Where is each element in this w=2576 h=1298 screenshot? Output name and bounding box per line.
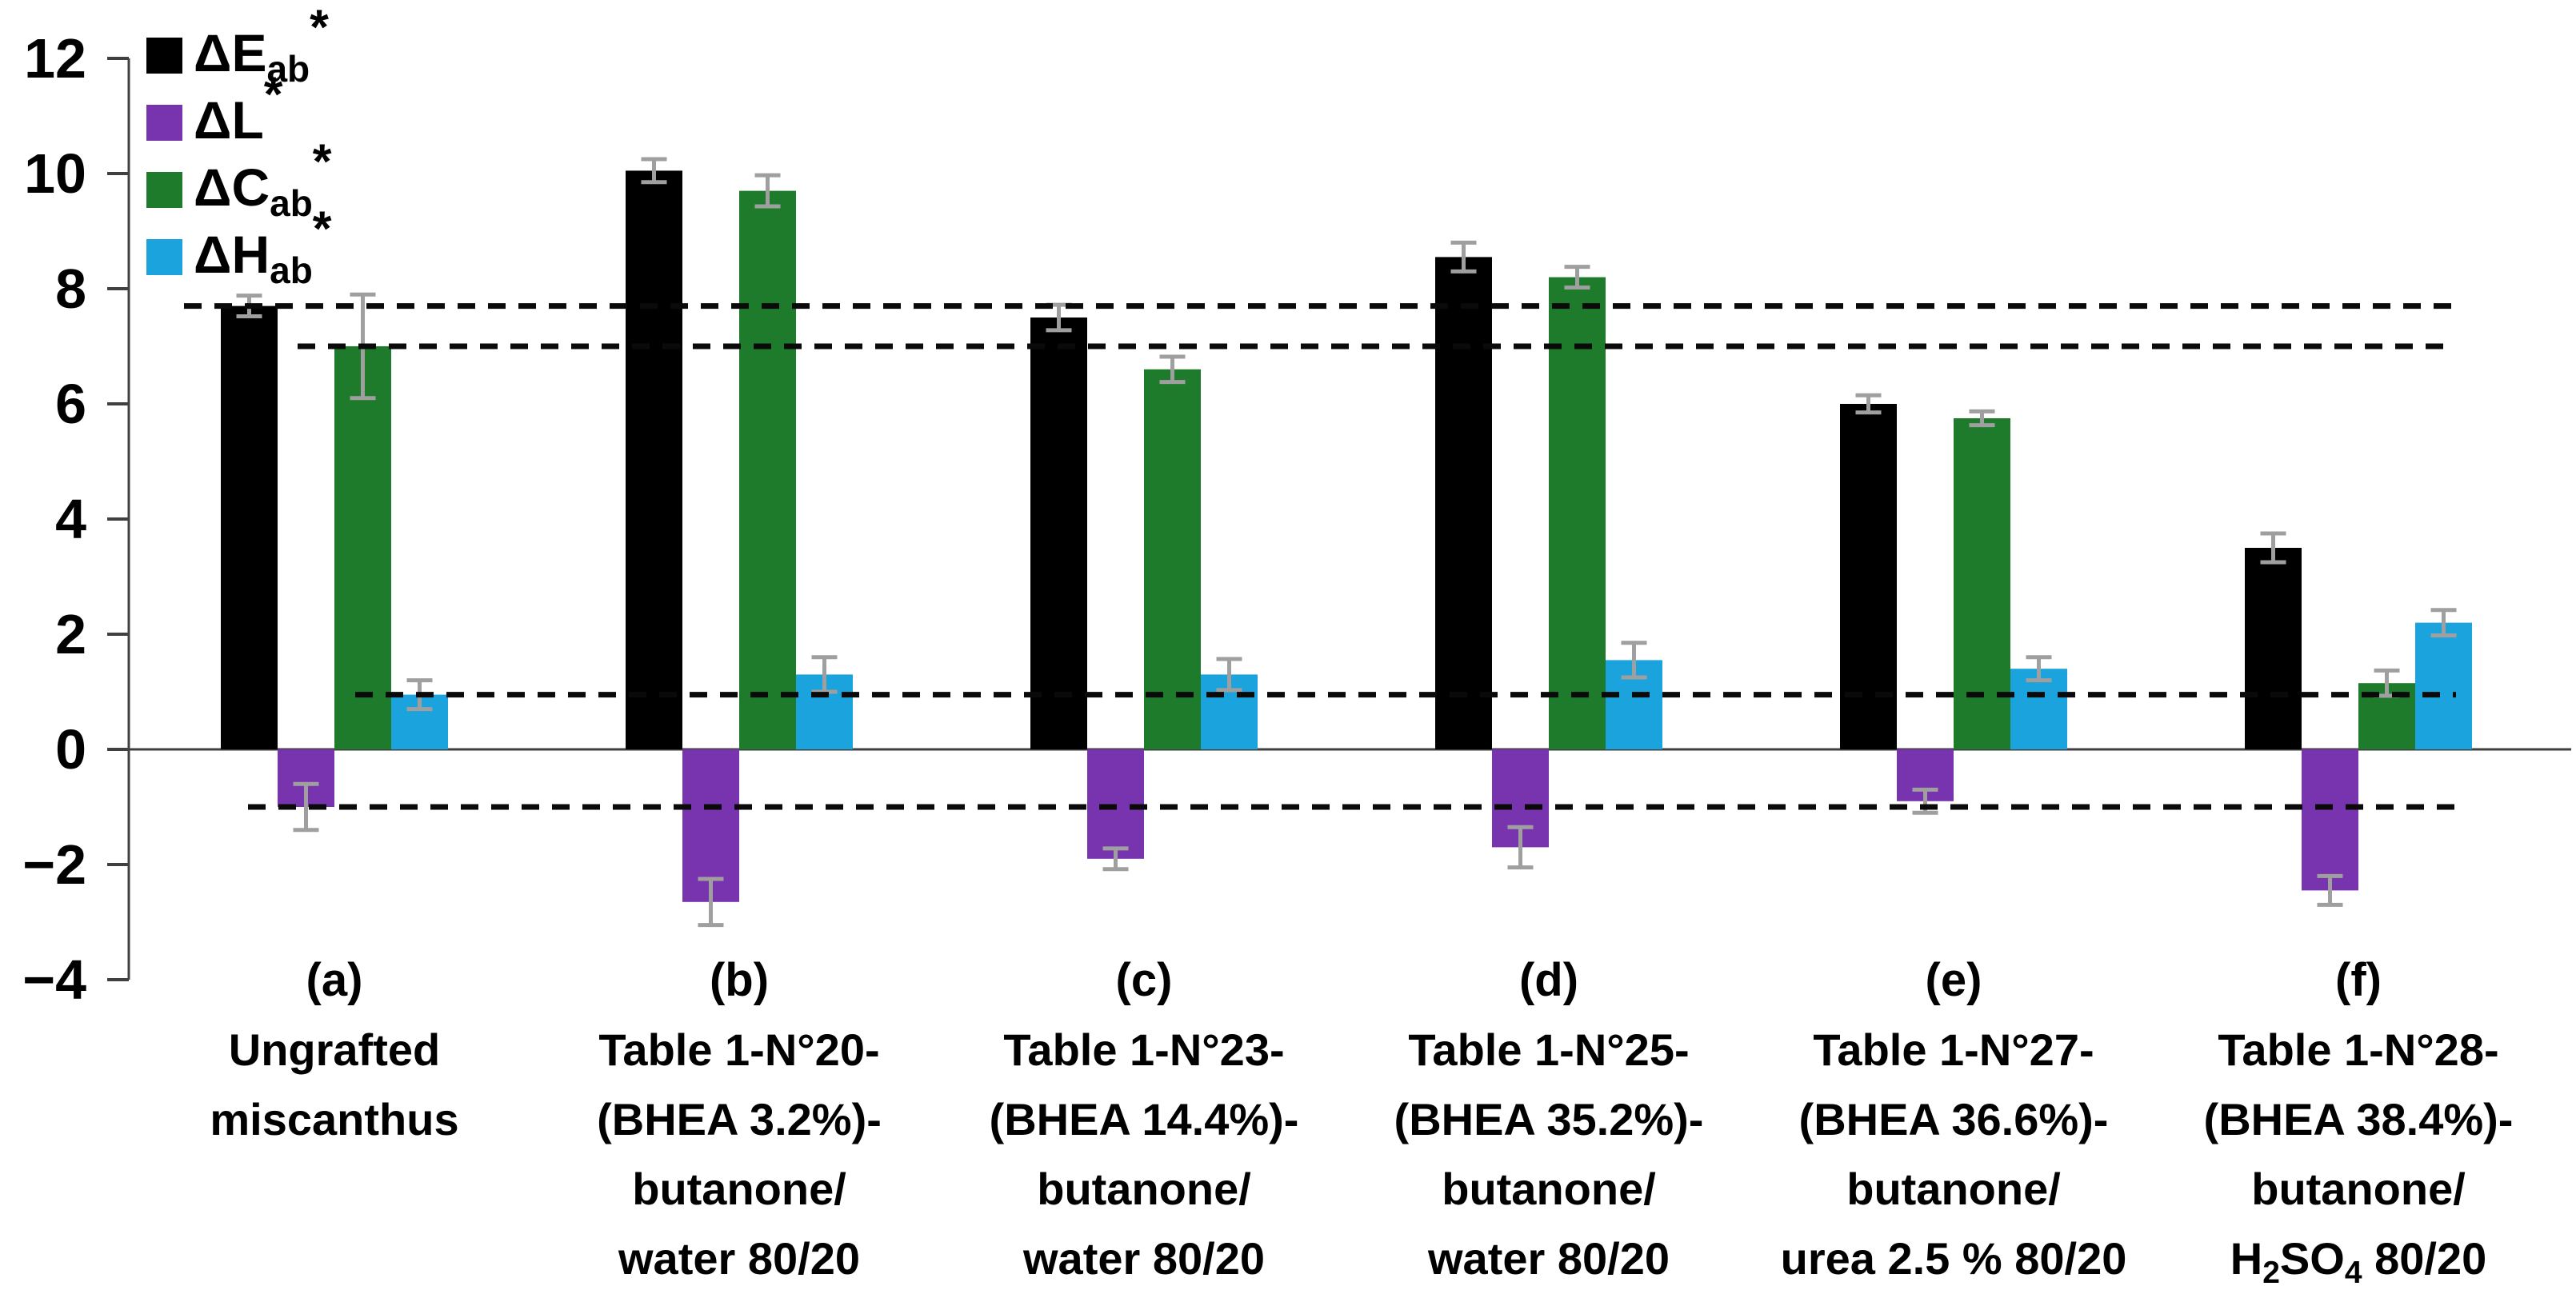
legend-label-delta-l: ΔL* <box>194 67 283 150</box>
x-label-line: (BHEA 36.6%)- <box>1799 1094 2109 1144</box>
x-label-letter: (a) <box>306 954 363 1006</box>
y-tick-label: −2 <box>22 833 86 896</box>
bar-delta-e-ab-f <box>2245 548 2302 749</box>
x-label-line: butanone/ <box>632 1164 846 1214</box>
x-label-line: butanone/ <box>1442 1164 1656 1214</box>
error-bar-delta-l-d <box>1507 825 1534 870</box>
y-tick-label: 2 <box>55 603 86 665</box>
bar-delta-e-ab-d <box>1435 257 1492 749</box>
y-tick-label: 0 <box>55 718 86 781</box>
x-label-line: (BHEA 38.4%)- <box>2204 1094 2514 1144</box>
bar-delta-e-ab-a <box>221 306 278 750</box>
error-bar-delta-c-ab-d <box>1564 265 1590 290</box>
x-label-line: (BHEA 3.2%)- <box>597 1094 882 1144</box>
x-label-letter: (c) <box>1116 954 1173 1006</box>
x-label-f: (f) Table 1-N°28- (BHEA 38.4%)- butanone/H2… <box>2204 954 2514 1290</box>
x-label-line: Table 1-N°20- <box>598 1024 879 1075</box>
error-bar-delta-e-ab-f <box>2260 531 2286 565</box>
x-label-line: Table 1-N°28- <box>2218 1024 2498 1075</box>
error-bar-delta-l-b <box>698 877 724 928</box>
error-bar-delta-l-a <box>293 781 319 833</box>
bar-delta-h-ab-f <box>2415 622 2472 749</box>
x-label-line: H2SO4 80/20 <box>2230 1233 2486 1290</box>
bar-delta-c-ab-a <box>334 346 391 749</box>
legend-swatch-delta-l <box>146 105 182 141</box>
x-label-line: water 80/20 <box>618 1233 860 1284</box>
legend-label-delta-h-ab: ΔHab* <box>194 202 332 292</box>
error-bar-delta-h-ab-c <box>1216 657 1242 693</box>
x-label-letter: (f) <box>2335 954 2382 1006</box>
y-tick-label: 10 <box>24 142 86 205</box>
legend-swatch-delta-e-ab <box>146 38 182 74</box>
x-label-line: Table 1-N°27- <box>1813 1024 2094 1075</box>
bar-delta-e-ab-e <box>1840 404 1897 749</box>
x-label-letter: (e) <box>1926 954 1982 1006</box>
x-label-line: miscanthus <box>210 1094 458 1144</box>
bar-delta-e-ab-c <box>1030 318 1087 749</box>
error-bar-delta-e-ab-d <box>1450 240 1477 274</box>
legend-label-delta-e-ab: ΔEab* <box>194 0 329 90</box>
x-label-line: Ungrafted <box>229 1024 440 1075</box>
bar-delta-c-ab-d <box>1549 277 1606 750</box>
x-label-line: butanone/ <box>1037 1164 1251 1214</box>
error-bar-delta-l-c <box>1102 846 1129 872</box>
error-bar-delta-l-f <box>2317 873 2343 907</box>
x-label-line: butanone/ <box>1846 1164 2061 1214</box>
x-label-line: Table 1-N°23- <box>1003 1024 1284 1075</box>
bar-delta-l-f <box>2302 749 2358 891</box>
legend-label-delta-c-ab: ΔCab* <box>194 134 332 225</box>
y-tick-label: −4 <box>22 949 86 1011</box>
x-label-b: (b) Table 1-N°20- (BHEA 3.2%)- butanone/wat… <box>597 954 882 1284</box>
bar-delta-l-b <box>682 749 739 902</box>
bar-delta-c-ab-e <box>1954 418 2010 749</box>
y-tick-label: 12 <box>24 27 86 90</box>
y-tick-label: 6 <box>55 373 86 435</box>
bar-delta-e-ab-b <box>626 170 682 749</box>
error-bar-delta-h-ab-d <box>1621 641 1647 680</box>
error-bar-delta-h-ab-f <box>2430 608 2457 637</box>
legend: ΔEab*ΔL*ΔCab*ΔHab* <box>146 0 332 291</box>
x-label-line: (BHEA 14.4%)- <box>990 1094 1299 1144</box>
error-bar-delta-c-ab-e <box>1969 409 1995 428</box>
error-bar-delta-e-ab-e <box>1855 393 1882 415</box>
x-label-line: butanone/ <box>2251 1164 2466 1214</box>
legend-swatch-delta-c-ab <box>146 172 182 208</box>
x-label-line: water 80/20 <box>1427 1233 1670 1284</box>
x-label-e: (e) Table 1-N°27- (BHEA 36.6%)- butanone/ur… <box>1781 954 2127 1284</box>
legend-swatch-delta-h-ab <box>146 239 182 275</box>
error-bar-delta-e-ab-b <box>641 157 667 185</box>
bar-delta-c-ab-c <box>1144 369 1201 749</box>
x-label-line: water 80/20 <box>1022 1233 1265 1284</box>
bar-delta-l-c <box>1087 749 1144 859</box>
x-label-line: Table 1-N°25- <box>1408 1024 1689 1075</box>
x-label-letter: (d) <box>1519 954 1578 1006</box>
y-tick-label: 8 <box>55 258 86 320</box>
error-bar-delta-c-ab-c <box>1159 354 1186 385</box>
x-label-a: (a) Ungrafted miscanthus <box>210 954 458 1144</box>
x-label-line: urea 2.5 % 80/20 <box>1781 1233 2127 1284</box>
x-label-line: (BHEA 35.2%)- <box>1394 1094 1704 1144</box>
x-label-c: (c) Table 1-N°23- (BHEA 14.4%)- butanone/wa… <box>990 954 1299 1284</box>
bar-delta-c-ab-b <box>739 190 796 750</box>
x-label-letter: (b) <box>710 954 769 1006</box>
error-bar-delta-h-ab-b <box>811 655 838 694</box>
error-bar-delta-h-ab-e <box>2026 655 2052 683</box>
y-tick-label: 4 <box>55 488 86 550</box>
error-bar-delta-c-ab-b <box>754 173 781 209</box>
x-label-d: (d) Table 1-N°25- (BHEA 35.2%)- butanone/wa… <box>1394 954 1704 1284</box>
